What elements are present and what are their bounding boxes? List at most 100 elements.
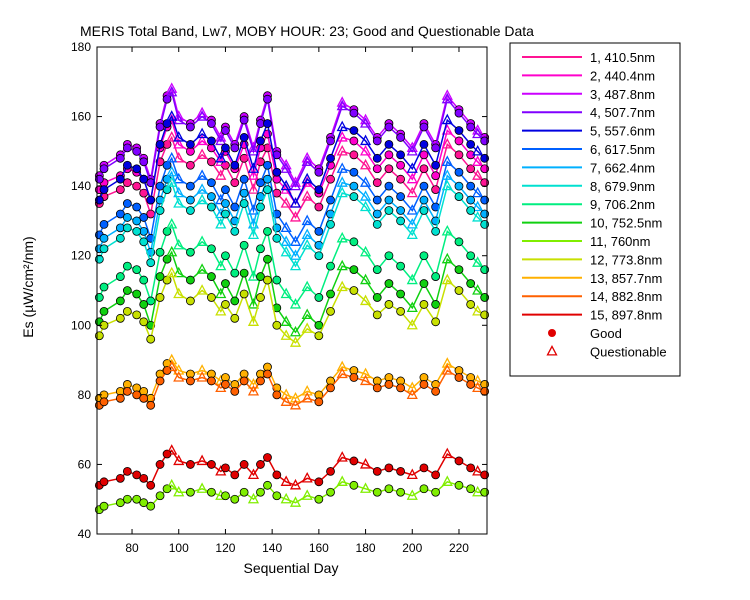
legend-label: 4, 507.7nm: [590, 105, 655, 120]
chart-title: MERIS Total Band, Lw7, MOBY HOUR: 23; Go…: [80, 23, 534, 39]
good-point: [230, 178, 240, 188]
good-point: [466, 181, 476, 191]
questionable-point: [301, 322, 313, 333]
x-tick-label: 120: [215, 541, 235, 555]
good-point: [314, 202, 324, 212]
questionable-point: [359, 190, 372, 201]
questionable-point: [301, 308, 313, 319]
good-point: [99, 477, 109, 487]
good-point: [431, 317, 441, 327]
good-point: [256, 376, 265, 386]
good-point: [132, 146, 142, 156]
good-point: [162, 275, 172, 285]
good-point: [230, 226, 240, 236]
x-tick-label: 80: [125, 541, 139, 555]
good-point: [326, 136, 335, 146]
good-point: [122, 306, 132, 316]
good-point: [454, 192, 464, 201]
good-point: [326, 289, 335, 299]
good-point: [239, 174, 249, 184]
questionable-point: [166, 360, 178, 372]
good-point: [239, 133, 249, 142]
good-point: [239, 289, 249, 299]
good-point: [384, 484, 394, 494]
questionable-point: [196, 454, 208, 466]
good-point: [122, 143, 132, 153]
good-point: [239, 268, 249, 278]
good-point: [272, 167, 282, 177]
good-point: [221, 209, 230, 219]
series-3: [94, 82, 490, 187]
good-point: [419, 122, 429, 132]
good-point: [207, 272, 216, 281]
questionable-point: [173, 172, 185, 184]
good-point: [221, 251, 230, 261]
good-point: [99, 397, 109, 407]
legend-questionable-marker: [546, 345, 558, 356]
good-point: [384, 279, 394, 288]
good-point: [349, 126, 359, 135]
good-point: [221, 300, 230, 309]
good-point: [326, 383, 335, 393]
questionable-point: [215, 304, 227, 316]
good-point: [419, 181, 429, 191]
good-point: [396, 487, 405, 497]
good-point: [263, 160, 272, 170]
good-point: [256, 487, 265, 497]
good-point: [221, 185, 230, 195]
questionable-point: [166, 218, 178, 229]
good-point: [396, 289, 405, 299]
questionable-point: [166, 245, 178, 257]
good-point: [384, 300, 394, 309]
good-point: [372, 209, 382, 219]
good-point: [384, 463, 394, 473]
good-point: [186, 376, 195, 386]
legend: 1, 410.5nm 2, 440.4nm 3, 487.8nm 4, 507.7nm…: [509, 42, 681, 377]
good-point: [132, 390, 142, 400]
y-tick-label: 160: [71, 110, 91, 124]
questionable-point: [166, 266, 178, 278]
questionable-point: [289, 179, 302, 191]
legend-label: 7, 662.4nm: [590, 160, 655, 175]
x-tick-label: 100: [169, 541, 189, 555]
good-point: [454, 480, 464, 490]
series-15: [94, 444, 490, 490]
good-point: [132, 494, 142, 504]
questionable-point: [336, 231, 348, 243]
questionable-point: [441, 364, 453, 375]
good-point: [115, 153, 125, 163]
good-point: [207, 202, 216, 212]
good-point: [146, 258, 156, 268]
good-point: [263, 254, 272, 264]
good-point: [132, 216, 142, 226]
questionable-point: [406, 218, 418, 229]
questionable-point: [301, 155, 313, 166]
questionable-point: [472, 304, 484, 316]
good-point: [139, 393, 149, 403]
questionable-point: [289, 259, 302, 271]
good-point: [230, 470, 240, 480]
good-point: [326, 487, 335, 497]
questionable-point: [215, 218, 227, 229]
good-point: [115, 209, 125, 219]
good-point: [155, 491, 165, 501]
good-point: [396, 261, 405, 271]
good-point: [155, 272, 165, 281]
questionable-point: [406, 301, 418, 313]
questionable-point: [215, 259, 227, 271]
good-point: [349, 456, 359, 466]
questionable-point: [215, 134, 227, 146]
good-point: [384, 195, 394, 205]
good-point: [454, 126, 464, 135]
good-point: [115, 473, 125, 483]
good-point: [256, 136, 265, 146]
good-point: [155, 122, 165, 132]
good-point: [132, 470, 142, 480]
axes: 80 100 120 140 160 180 200 220 40 60 80 100 120 140 16…: [71, 40, 487, 555]
questionable-point: [359, 176, 372, 187]
good-point: [146, 400, 156, 410]
questionable-point: [173, 197, 185, 208]
good-point: [314, 226, 324, 236]
good-point: [155, 376, 165, 386]
